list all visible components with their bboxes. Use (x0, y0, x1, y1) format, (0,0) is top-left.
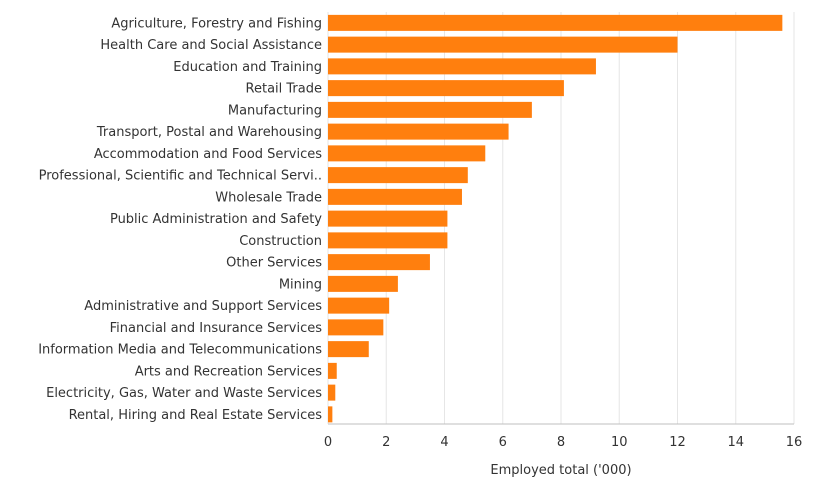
bar[interactable] (328, 210, 448, 227)
x-tick-label: 14 (727, 435, 744, 450)
category-label: Health Care and Social Assistance (100, 38, 322, 53)
bar[interactable] (328, 275, 398, 292)
bar[interactable] (328, 123, 509, 140)
category-label: Administrative and Support Services (84, 299, 322, 314)
category-label: Education and Training (173, 60, 322, 75)
x-tick-label: 6 (499, 435, 507, 450)
bar[interactable] (328, 362, 337, 379)
category-label: Public Administration and Safety (110, 212, 322, 227)
bar[interactable] (328, 36, 678, 53)
category-label: Agriculture, Forestry and Fishing (111, 16, 322, 31)
bar[interactable] (328, 341, 369, 358)
category-label: Transport, Postal and Warehousing (96, 125, 322, 140)
category-labels: Agriculture, Forestry and Fishing Health … (38, 16, 322, 423)
bar[interactable] (328, 167, 468, 184)
x-tick-label: 10 (611, 435, 628, 450)
x-tick-label: 12 (669, 435, 686, 450)
category-label: Other Services (226, 256, 322, 271)
category-label: Information Media and Telecommunications (38, 343, 322, 358)
bar[interactable] (328, 232, 448, 249)
x-axis-title: Employed total ('000) (490, 463, 631, 478)
x-tick-label: 4 (440, 435, 448, 450)
category-label: Arts and Recreation Services (135, 364, 323, 379)
x-tick-label: 8 (557, 435, 565, 450)
category-label: Manufacturing (228, 103, 322, 118)
category-label: Electricity, Gas, Water and Waste Servic… (46, 386, 322, 401)
bar[interactable] (328, 14, 783, 31)
bar[interactable] (328, 145, 486, 162)
x-tick-label: 0 (324, 435, 332, 450)
x-tick-label: 2 (382, 435, 390, 450)
category-label: Construction (239, 234, 322, 249)
bar[interactable] (328, 297, 390, 314)
bar[interactable] (328, 101, 532, 118)
bar[interactable] (328, 58, 596, 75)
bar[interactable] (328, 406, 333, 423)
category-label: Mining (279, 277, 322, 292)
bar[interactable] (328, 384, 336, 401)
bar[interactable] (328, 80, 564, 97)
bar[interactable] (328, 254, 430, 271)
bar[interactable] (328, 188, 462, 205)
category-label: Accommodation and Food Services (94, 147, 322, 162)
category-label: Professional, Scientific and Technical S… (39, 169, 322, 184)
category-label: Rental, Hiring and Real Estate Services (69, 408, 323, 423)
category-label: Retail Trade (246, 82, 322, 97)
bar[interactable] (328, 319, 384, 336)
x-tick-labels: 0 2 4 6 8 10 12 14 16 (324, 435, 802, 450)
x-tick-label: 16 (786, 435, 803, 450)
category-label: Financial and Insurance Services (110, 321, 323, 336)
category-label: Wholesale Trade (215, 190, 322, 205)
bars (328, 14, 783, 423)
